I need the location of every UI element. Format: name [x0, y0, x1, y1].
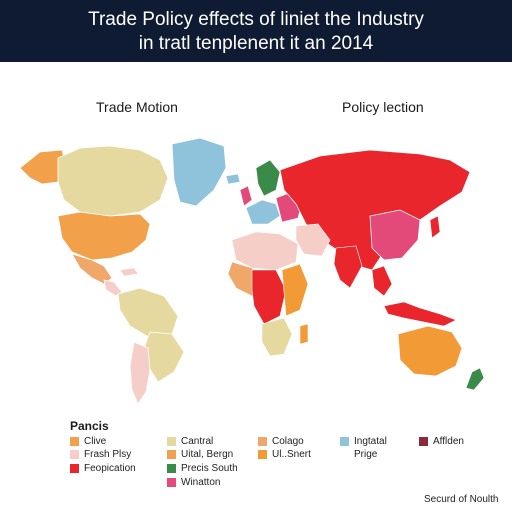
region-western-europe: [245, 199, 281, 225]
legend-item: Uital, Bergn: [167, 448, 233, 460]
region-madagascar: [299, 323, 309, 345]
legend-swatch: [167, 477, 176, 487]
region-north-africa: [231, 231, 299, 271]
legend-label: Ul..Snert: [272, 448, 311, 460]
legend-item: Feopication: [70, 462, 136, 474]
legend-item: Ingtatal: [340, 435, 387, 447]
legend-swatch: [258, 436, 267, 446]
legend-swatch: [70, 449, 79, 459]
region-greenland: [171, 137, 227, 207]
region-central-africa: [251, 269, 287, 325]
legend-swatch: [258, 449, 267, 459]
legend-item: Winatton: [167, 476, 220, 488]
region-southeast-asia: [371, 265, 393, 297]
legend-item: Frash Plsy: [70, 448, 131, 460]
region-usa: [57, 211, 151, 261]
region-scandinavia: [255, 159, 281, 197]
legend-title: Pancis: [70, 419, 109, 433]
legend-item: Ul..Snert: [258, 448, 311, 460]
region-iceland: [225, 173, 241, 185]
legend-item: Clive: [70, 435, 106, 447]
legend-label: Precis South: [181, 462, 238, 474]
region-canada: [57, 145, 169, 217]
legend-swatch: [167, 463, 176, 473]
legend-label: Feopication: [84, 462, 136, 474]
legend-label: Winatton: [181, 476, 221, 488]
region-brazil: [143, 331, 185, 383]
legend-swatch: [70, 436, 79, 446]
legend-label: Cantral: [181, 435, 214, 447]
legend-item: Precis South: [167, 462, 238, 474]
legend-item: Prige: [354, 448, 377, 460]
right-section-label: Policy lection: [342, 99, 424, 115]
world-map: [19, 137, 485, 405]
legend-swatch: [70, 463, 79, 473]
region-japan: [429, 215, 441, 239]
region-south-america-north: [117, 287, 179, 339]
left-section-label: Trade Motion: [96, 99, 178, 115]
legend-item: Colago: [258, 435, 304, 447]
region-caribbean: [119, 267, 139, 277]
legend-swatch: [167, 436, 176, 446]
legend-label: Frash Plsy: [84, 448, 132, 460]
region-indonesia: [383, 301, 457, 327]
region-australia: [397, 325, 463, 377]
legend-label: Clive: [84, 435, 107, 447]
legend-label: Prige: [354, 448, 378, 460]
legend-label: Ingtatal: [354, 435, 387, 447]
region-uk: [239, 185, 253, 207]
region-southern-cone: [129, 341, 151, 405]
region-east-africa: [281, 263, 309, 317]
legend-swatch: [340, 436, 349, 446]
region-middle-east: [295, 223, 331, 257]
legend-label: Uital, Bergn: [181, 448, 234, 460]
legend-item: Afflden: [419, 435, 464, 447]
region-india: [333, 245, 363, 289]
region-east-asia: [369, 209, 421, 261]
source-note: Securd of Noulth: [424, 494, 499, 505]
title-banner: Trade Policy effects of liniet the Indus…: [0, 0, 512, 62]
legend-label: Afflden: [433, 435, 464, 447]
title-line-2: in tratl tenplenent it an 2014: [138, 33, 374, 54]
region-southern-africa: [261, 317, 293, 357]
legend-label: Colago: [272, 435, 304, 447]
legend-item: Cantral: [167, 435, 213, 447]
title-line-1: Trade Policy effects of liniet the Indus…: [88, 9, 424, 30]
legend-swatch: [167, 449, 176, 459]
legend-swatch: [419, 436, 428, 446]
region-new-zealand: [465, 367, 485, 391]
